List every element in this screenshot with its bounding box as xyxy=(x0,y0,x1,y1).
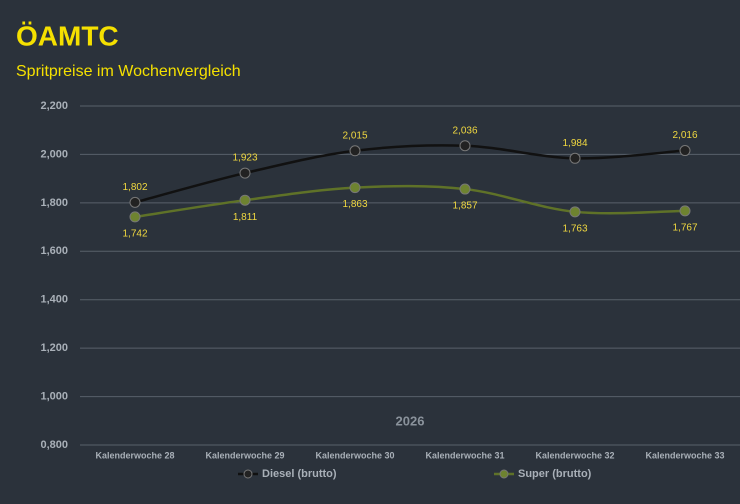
data-label: 1,923 xyxy=(232,153,257,164)
y-tick-label: 1,000 xyxy=(40,390,68,402)
data-label: 1,857 xyxy=(452,201,477,212)
chart-title: Spritpreise im Wochenvergleich xyxy=(16,63,241,80)
x-tick-label: Kalenderwoche 28 xyxy=(95,450,174,460)
point xyxy=(239,194,251,206)
data-label: 2,036 xyxy=(452,125,477,136)
series-line xyxy=(134,184,686,219)
data-label: 1,984 xyxy=(562,138,587,149)
legend-marker xyxy=(243,469,253,479)
point xyxy=(569,152,581,164)
point xyxy=(679,145,691,157)
x-tick-label: Kalenderwoche 31 xyxy=(425,450,504,460)
data-label: 1,767 xyxy=(672,222,697,233)
y-tick-label: 2,000 xyxy=(40,148,68,160)
data-label: 1,811 xyxy=(233,212,258,223)
x-tick-label: Kalenderwoche 32 xyxy=(535,450,614,460)
y-tick-label: 1,600 xyxy=(40,245,68,257)
data-label: 1,802 xyxy=(122,182,147,193)
data-label: 1,863 xyxy=(342,199,367,210)
legend-label: Diesel (brutto) xyxy=(262,468,337,480)
point xyxy=(239,167,251,179)
data-label: 1,763 xyxy=(562,223,587,234)
data-label: 2,015 xyxy=(342,130,367,141)
y-tick-label: 1,400 xyxy=(40,294,68,306)
point xyxy=(129,211,141,223)
legend-marker xyxy=(499,469,509,479)
legend-label: Super (brutto) xyxy=(518,468,592,480)
x-tick-label: Kalenderwoche 29 xyxy=(205,450,284,460)
point xyxy=(349,145,361,157)
y-tick-label: 2,200 xyxy=(40,100,68,112)
x-tick-label: Kalenderwoche 33 xyxy=(645,450,724,460)
point xyxy=(459,140,471,152)
y-tick-label: 1,800 xyxy=(40,197,68,209)
point xyxy=(459,183,471,195)
data-label: 2,016 xyxy=(672,130,697,141)
y-tick-label: 0,800 xyxy=(40,439,68,451)
annotation: 2026 xyxy=(396,413,425,428)
point xyxy=(129,196,141,208)
y-tick-label: 1,200 xyxy=(40,342,68,354)
point xyxy=(679,205,691,217)
point xyxy=(349,182,361,194)
logo: ÖAMTC xyxy=(16,20,119,51)
point xyxy=(569,206,581,218)
x-tick-label: Kalenderwoche 30 xyxy=(315,450,394,460)
data-label: 1,742 xyxy=(122,229,147,240)
series-line xyxy=(134,144,686,204)
